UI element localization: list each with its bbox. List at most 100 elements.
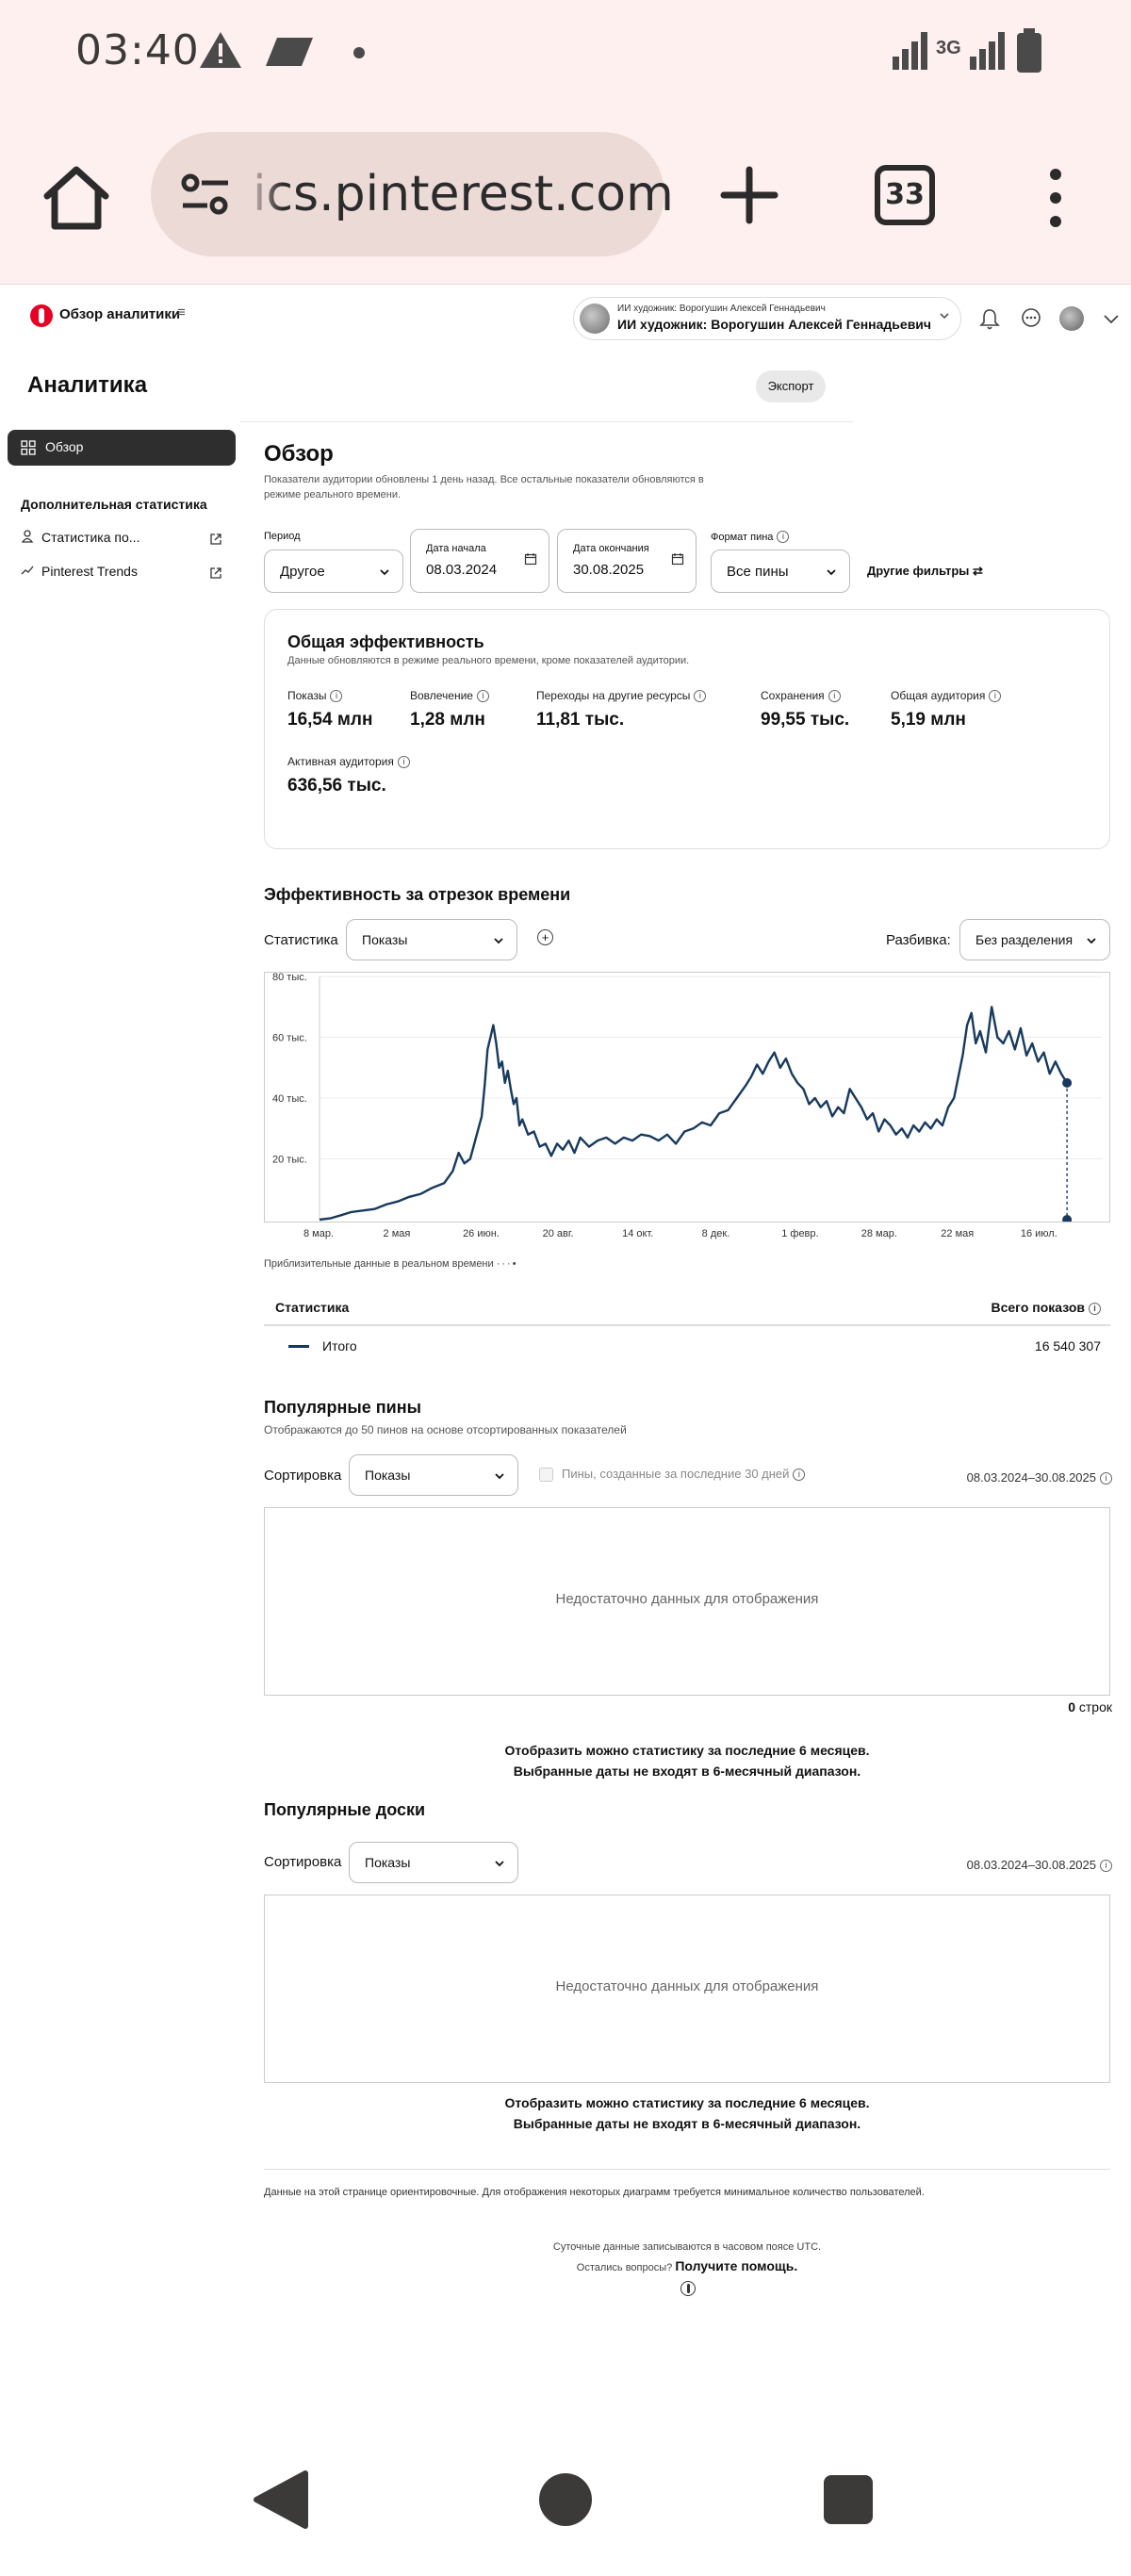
note-line: Отобразить можно статистику за последние… [504, 1743, 870, 1758]
get-help-link[interactable]: Получите помощь. [675, 2258, 798, 2273]
sidebar-item-overview[interactable]: Обзор [8, 430, 236, 466]
chevron-down-icon [380, 569, 389, 576]
boards-sort-value: Показы [365, 1855, 411, 1870]
footer-question: Остались вопросы? [576, 2262, 673, 2273]
url-text: ics.pinterest.com [253, 166, 674, 222]
add-stat-icon[interactable]: + [537, 929, 553, 945]
messages-icon[interactable] [1019, 306, 1043, 331]
chevron-down-icon [494, 938, 503, 944]
sort-label: Сортировка [264, 1468, 342, 1484]
info-icon[interactable]: i [476, 690, 489, 702]
y-tick-label: 20 тыс. [272, 1155, 307, 1166]
page-title: Аналитика [27, 372, 148, 398]
metric-value: 5,19 млн [891, 710, 966, 730]
divider [264, 2169, 1110, 2170]
overview-subtitle: Показатели аудитории обновлены 1 день на… [264, 474, 704, 500]
impressions-chart[interactable]: 20 тыс. 40 тыс. 60 тыс. 80 тыс. [265, 972, 1109, 1224]
external-link-icon[interactable] [209, 566, 222, 580]
metric-engagement: Вовлечение i 1,28 млн [410, 689, 489, 730]
home-icon[interactable] [40, 160, 113, 234]
other-filters-button[interactable]: Другие фильтры ⇄ [867, 564, 983, 579]
account-avatar [580, 304, 610, 334]
metric-label: Переходы на другие ресурсы [536, 689, 691, 702]
col-statistic: Статистика [275, 1300, 350, 1315]
stat-value: Показы [362, 932, 408, 947]
notification-dot-icon [353, 47, 365, 58]
stat-select[interactable]: Показы [346, 919, 517, 960]
tab-switcher-button[interactable]: 33 [875, 165, 935, 225]
approx-text: Приблизительные данные в реальном времен… [264, 1258, 494, 1270]
period-value: Другое [280, 564, 325, 580]
signal-icon [893, 32, 927, 70]
external-link-icon[interactable] [209, 533, 222, 546]
info-icon[interactable]: i [330, 690, 343, 702]
end-date-field[interactable]: Дата окончания 30.08.2025 [557, 529, 697, 593]
site-settings-icon[interactable] [179, 170, 232, 219]
split-label: Разбивка: [886, 932, 951, 948]
account-switcher[interactable]: ИИ художник: Ворогушин Алексей Геннадьев… [573, 297, 961, 340]
address-bar[interactable]: ics.pinterest.com [151, 132, 674, 256]
pins-sort-select[interactable]: Показы [349, 1454, 518, 1496]
split-select[interactable]: Без разделения [959, 919, 1110, 960]
more-menu-icon[interactable] [1037, 165, 1074, 231]
calendar-icon [524, 553, 537, 566]
metric-label: Вовлечение [410, 689, 473, 702]
profile-avatar[interactable] [1059, 306, 1084, 331]
boards-date-range: 08.03.2024–30.08.2025 i [967, 1858, 1112, 1872]
recent-pins-checkbox[interactable] [539, 1468, 553, 1482]
nav-home-button[interactable] [539, 2473, 592, 2526]
notification-app-icon [266, 38, 313, 66]
battery-icon [1017, 28, 1041, 73]
info-icon[interactable]: i [793, 1468, 806, 1481]
bell-icon[interactable] [977, 306, 1002, 331]
pins-date-range: 08.03.2024–30.08.2025 i [967, 1470, 1112, 1485]
pin-format-value: Все пины [727, 564, 789, 580]
info-icon[interactable]: i [397, 756, 410, 768]
note-line: Отобразить можно статистику за последние… [504, 2095, 870, 2110]
sidebar-item-audience-stats[interactable]: Статистика по... [21, 530, 139, 546]
period-label: Период [264, 531, 301, 542]
sidebar-item-pinterest-trends[interactable]: Pinterest Trends [21, 564, 138, 580]
boards-date-text: 08.03.2024–30.08.2025 [966, 1858, 1096, 1872]
browser-toolbar: ics.pinterest.com 33 [0, 104, 1131, 285]
metric-active-audience: Активная аудитория i 636,56 тыс. [287, 755, 410, 796]
back-icon[interactable] [253, 2469, 311, 2530]
chevron-down-icon [940, 313, 949, 320]
col-total-label: Всего показов [991, 1300, 1085, 1315]
impressions-chart-frame: 20 тыс. 40 тыс. 60 тыс. 80 тыс. [264, 972, 1110, 1224]
app-header: Обзор аналитики ≡ ИИ художник: Ворогушин… [0, 286, 1131, 352]
info-icon[interactable]: i [777, 531, 790, 543]
info-icon[interactable]: i [694, 690, 707, 702]
table-row: Итого 16 540 307 [264, 1330, 1110, 1364]
boards-sort-select[interactable]: Показы [349, 1842, 518, 1883]
stat-label: Статистика [264, 932, 338, 948]
url-fade [245, 160, 283, 226]
info-icon[interactable]: i [1100, 1472, 1112, 1485]
period-select[interactable]: Другое [264, 550, 403, 593]
sidebar-section-title: Дополнительная статистика [21, 497, 207, 512]
x-tick-label: 14 окт. [622, 1228, 654, 1239]
new-tab-icon[interactable] [716, 162, 782, 228]
start-date-field[interactable]: Дата начала 08.03.2024 [410, 529, 549, 593]
stats-table-header: Статистика Всего показов i [264, 1292, 1110, 1326]
chevron-down-icon [495, 1861, 504, 1867]
series-line [319, 1006, 1069, 1222]
info-icon[interactable]: i [1100, 1860, 1112, 1872]
nav-recents-button[interactable] [824, 2475, 873, 2524]
status-time: 03:40 [75, 26, 200, 74]
pin-format-select[interactable]: Все пины [711, 550, 850, 593]
info-icon[interactable]: i [828, 690, 841, 702]
chevron-down-icon[interactable] [1099, 306, 1123, 331]
info-icon[interactable]: i [1089, 1303, 1101, 1315]
signal-2-icon [970, 32, 1005, 70]
note-line: Выбранные даты не входят в 6-месячный ди… [513, 2116, 861, 2131]
metric-label: Активная аудитория [287, 755, 394, 768]
info-icon[interactable]: i [989, 690, 1002, 702]
footer-utc-note: Суточные данные записываются в часовом п… [552, 2241, 822, 2253]
pinterest-logo-icon[interactable] [30, 304, 53, 327]
app-title[interactable]: Обзор аналитики [59, 306, 181, 322]
filter-swap-icon: ⇄ [973, 564, 983, 578]
export-button[interactable]: Экспорт [756, 370, 826, 402]
menu-lines-icon[interactable]: ≡ [177, 304, 186, 320]
x-tick-label: 26 июн. [463, 1228, 500, 1239]
